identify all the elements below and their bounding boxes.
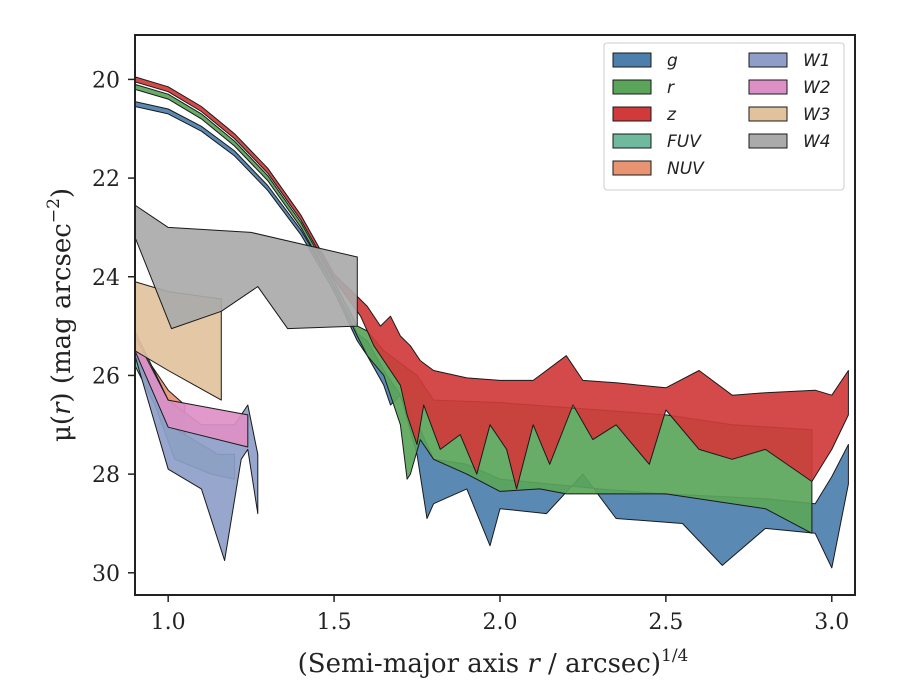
legend-label-z: z <box>666 105 677 125</box>
y-tick-label: 22 <box>92 167 120 192</box>
series-layer <box>135 76 849 569</box>
legend-label-g: g <box>667 51 678 71</box>
x-tick-label: 2.0 <box>482 610 517 635</box>
legend-label-w3: W3 <box>803 105 831 125</box>
legend-label-w2: W2 <box>803 78 831 98</box>
legend-swatch-nuv <box>612 160 652 176</box>
y-tick-label: 30 <box>92 562 120 587</box>
x-tick-label: 2.5 <box>648 610 683 635</box>
tick-layer: 1.0 1.5 2.0 2.5 3.0 20 22 24 26 28 30 <box>92 68 849 635</box>
series-band-w2 <box>135 335 249 448</box>
legend-swatch-fuv <box>612 133 652 149</box>
legend-label-fuv: FUV <box>667 132 702 152</box>
series-band-w4 <box>135 204 358 330</box>
y-tick-label: 28 <box>92 463 120 488</box>
plot-frame <box>134 34 856 596</box>
legend-label-w1: W1 <box>803 51 831 71</box>
legend-label-r: r <box>667 78 675 98</box>
legend-label-w4: W4 <box>803 132 831 152</box>
legend-swatch-g <box>612 52 652 68</box>
legend-swatch-r <box>612 79 652 95</box>
legend-label-nuv: NUV <box>667 159 705 179</box>
legend-swatch-w4 <box>748 133 788 149</box>
y-tick-label: 20 <box>92 68 120 93</box>
series-band-z <box>135 76 849 490</box>
x-axis-label: (Semi-major axis r / arcsec)1/4 <box>298 646 689 679</box>
legend-swatch-w1 <box>748 52 788 68</box>
legend-swatch-w2 <box>748 79 788 95</box>
legend: grz FUV NUV W1 W2 W3 W4 <box>603 42 845 191</box>
legend-swatch-w3 <box>748 106 788 122</box>
x-tick-label: 1.5 <box>317 610 352 635</box>
legend-swatch-z <box>612 106 652 122</box>
y-tick-label: 26 <box>92 364 120 389</box>
x-tick-label: 1.0 <box>151 610 186 635</box>
x-tick-label: 3.0 <box>814 610 849 635</box>
y-tick-label: 24 <box>92 266 120 291</box>
y-axis-label: μ(r) (mag arcsec−2) <box>44 188 77 442</box>
